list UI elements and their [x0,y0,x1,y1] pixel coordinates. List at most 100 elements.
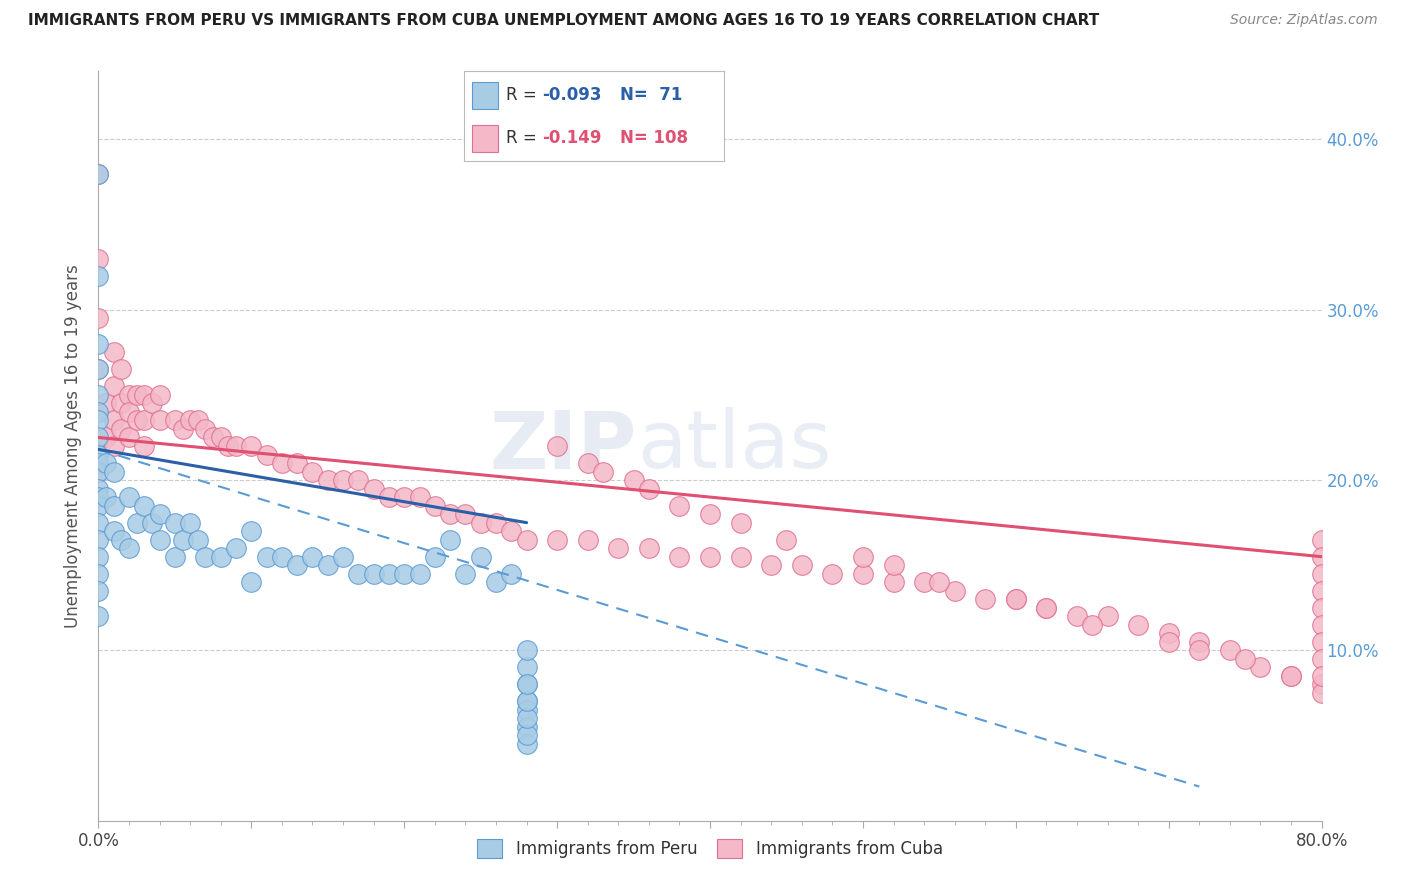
FancyBboxPatch shape [472,82,498,109]
Point [87,516,110,530]
Point [637,541,661,556]
Point [454,507,477,521]
Point [1188,635,1211,649]
Point [408,490,430,504]
Point [470,516,492,530]
Point [87,533,110,547]
Point [1157,635,1180,649]
Point [316,473,339,487]
Point [240,439,263,453]
Point [1004,592,1026,607]
Point [103,413,125,427]
Point [1310,677,1333,691]
Point [87,465,110,479]
Point [118,490,141,504]
Text: ZIP: ZIP [489,407,637,485]
Point [301,549,323,564]
Point [1219,643,1241,657]
Point [149,413,172,427]
Point [883,558,905,573]
Point [163,516,186,530]
Point [1188,643,1211,657]
Point [209,430,232,444]
Point [332,549,354,564]
Point [172,533,194,547]
Point [225,541,247,556]
Point [1310,549,1333,564]
Point [316,558,339,573]
Point [592,465,614,479]
Point [485,516,508,530]
Point [852,549,875,564]
Point [149,388,172,402]
Point [87,413,110,427]
Point [576,533,599,547]
Point [134,413,156,427]
Point [240,575,263,590]
Point [103,439,125,453]
Point [378,566,401,581]
Point [485,575,508,590]
Point [301,465,323,479]
Point [392,490,416,504]
Point [363,482,385,496]
Point [516,677,538,691]
Point [285,558,308,573]
Point [141,516,163,530]
Point [1097,609,1119,624]
Point [194,549,217,564]
Point [87,336,110,351]
Point [501,566,523,581]
Point [256,549,278,564]
Point [821,566,844,581]
Point [163,549,186,564]
Point [668,549,690,564]
Point [1310,533,1333,547]
Point [270,549,292,564]
Point [501,524,523,538]
Point [516,643,538,657]
Point [87,362,110,376]
Point [1310,583,1333,598]
Point [87,388,110,402]
Point [516,737,538,751]
Point [202,430,225,444]
Point [87,609,110,624]
Point [94,490,117,504]
Point [699,549,721,564]
Point [1234,652,1257,666]
Point [392,566,416,581]
Point [730,549,752,564]
Point [87,430,110,444]
Point [134,499,156,513]
Point [1279,669,1302,683]
Point [118,388,141,402]
Point [928,575,950,590]
Point [699,507,721,521]
Point [1035,600,1057,615]
Point [1310,617,1333,632]
Point [408,566,430,581]
Point [363,566,385,581]
Point [194,422,217,436]
Point [546,533,568,547]
Point [852,566,875,581]
Point [1310,566,1333,581]
Legend: Immigrants from Peru, Immigrants from Cuba: Immigrants from Peru, Immigrants from Cu… [471,832,949,864]
Point [240,524,263,538]
Point [179,516,201,530]
Point [94,396,117,410]
Point [1310,686,1333,700]
Point [423,549,446,564]
Point [1035,600,1057,615]
Text: R =: R = [506,87,541,104]
Point [118,405,141,419]
Point [172,422,194,436]
Point [134,388,156,402]
Point [149,507,172,521]
Point [103,345,125,359]
Text: atlas: atlas [637,407,831,485]
Point [87,465,110,479]
Point [87,311,110,326]
Point [1310,669,1333,683]
